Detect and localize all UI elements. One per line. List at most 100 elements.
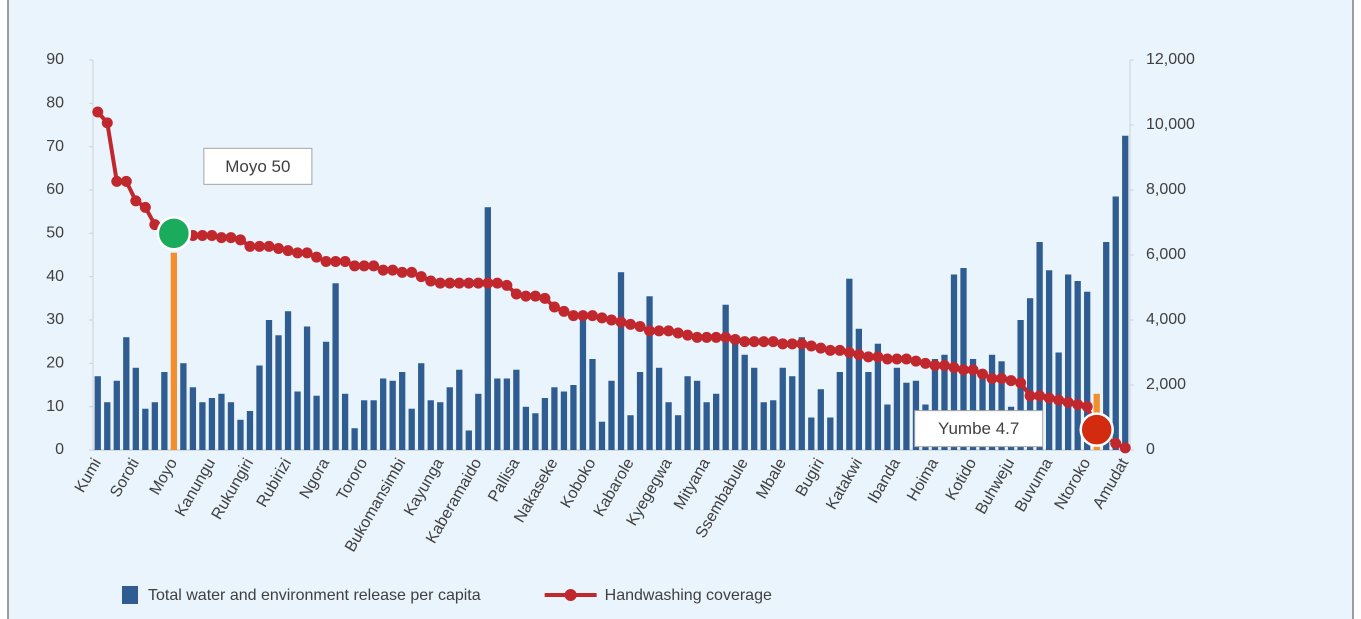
bar (303, 326, 311, 450)
bar (627, 415, 634, 450)
line-point (282, 245, 294, 257)
y-tick-label: 40 (46, 268, 64, 285)
line-point (368, 260, 380, 272)
bar (189, 387, 197, 450)
line-point (767, 336, 779, 348)
legend-marker (564, 589, 577, 601)
bar (161, 372, 168, 450)
line-point (320, 256, 332, 267)
line-point (548, 301, 560, 313)
bar (341, 393, 349, 450)
y-tick-label: 90 (46, 51, 64, 68)
bar (1026, 298, 1034, 450)
bar (579, 315, 587, 450)
bar (389, 380, 396, 450)
bar (703, 402, 710, 450)
line-point (539, 292, 551, 304)
line-point (358, 260, 370, 272)
line-point (996, 373, 1008, 384)
line-point (510, 288, 522, 300)
line-point (415, 271, 427, 283)
bar (1084, 291, 1091, 450)
bar (484, 207, 491, 450)
line-point (130, 195, 142, 207)
bar (855, 328, 862, 450)
bar (132, 367, 139, 450)
line-point (253, 240, 265, 252)
line-point (501, 279, 513, 291)
bar (170, 252, 178, 450)
bar (532, 413, 539, 450)
bar (1065, 274, 1072, 450)
bar (665, 402, 672, 450)
line-point (967, 364, 979, 376)
bar (874, 343, 882, 450)
line-point (720, 331, 732, 343)
bar (237, 419, 244, 450)
bar (418, 363, 425, 450)
y2-tick-label: 12,000 (1146, 51, 1195, 68)
line-point (843, 347, 855, 358)
line-point (244, 240, 256, 252)
bar (865, 372, 872, 450)
line-point (149, 219, 161, 231)
line-point (406, 266, 418, 278)
bar (151, 402, 158, 450)
bar (1036, 242, 1043, 450)
bar (722, 304, 729, 450)
line-point (558, 305, 570, 317)
line-point (615, 316, 627, 328)
bar (322, 341, 330, 450)
line-point (948, 362, 960, 374)
bar (570, 385, 577, 450)
bar (884, 404, 891, 450)
line-point (92, 106, 104, 118)
line-point (634, 321, 646, 332)
line-point (1081, 401, 1093, 413)
line-point (777, 338, 789, 350)
bar (503, 378, 510, 450)
bar (180, 363, 187, 450)
y2-tick-label: 6,000 (1146, 246, 1186, 263)
bar (427, 400, 434, 450)
line-point (663, 325, 675, 337)
bar (513, 369, 520, 450)
line-point (292, 247, 304, 259)
line-point (1119, 442, 1131, 454)
bar (446, 387, 453, 450)
bar (399, 372, 406, 450)
bar (1122, 135, 1129, 450)
bar (770, 400, 777, 450)
line-point (1062, 396, 1074, 408)
bar (227, 402, 235, 450)
bar (361, 400, 368, 450)
line-point (977, 368, 989, 380)
bar (370, 400, 377, 450)
line-point (311, 251, 323, 263)
line-point (301, 247, 313, 259)
line-point (672, 327, 684, 339)
line-point (919, 357, 931, 369)
bar (760, 402, 767, 450)
line-point (900, 353, 912, 365)
bar (380, 378, 387, 450)
line-point (1053, 394, 1065, 406)
line-point (463, 277, 475, 289)
line-point (1034, 390, 1046, 402)
bar (893, 367, 901, 450)
bar (827, 417, 834, 450)
bar (494, 378, 501, 450)
bar (265, 320, 273, 450)
line-point (853, 349, 865, 361)
bar (313, 395, 320, 450)
y-tick-label: 70 (46, 138, 64, 155)
bar (693, 380, 701, 450)
chart-frame (7, 0, 1354, 619)
bar (104, 402, 111, 450)
line-point (805, 340, 817, 352)
line-point (586, 310, 598, 322)
bar (903, 382, 910, 450)
line-point (796, 338, 808, 350)
line-point (273, 243, 285, 254)
